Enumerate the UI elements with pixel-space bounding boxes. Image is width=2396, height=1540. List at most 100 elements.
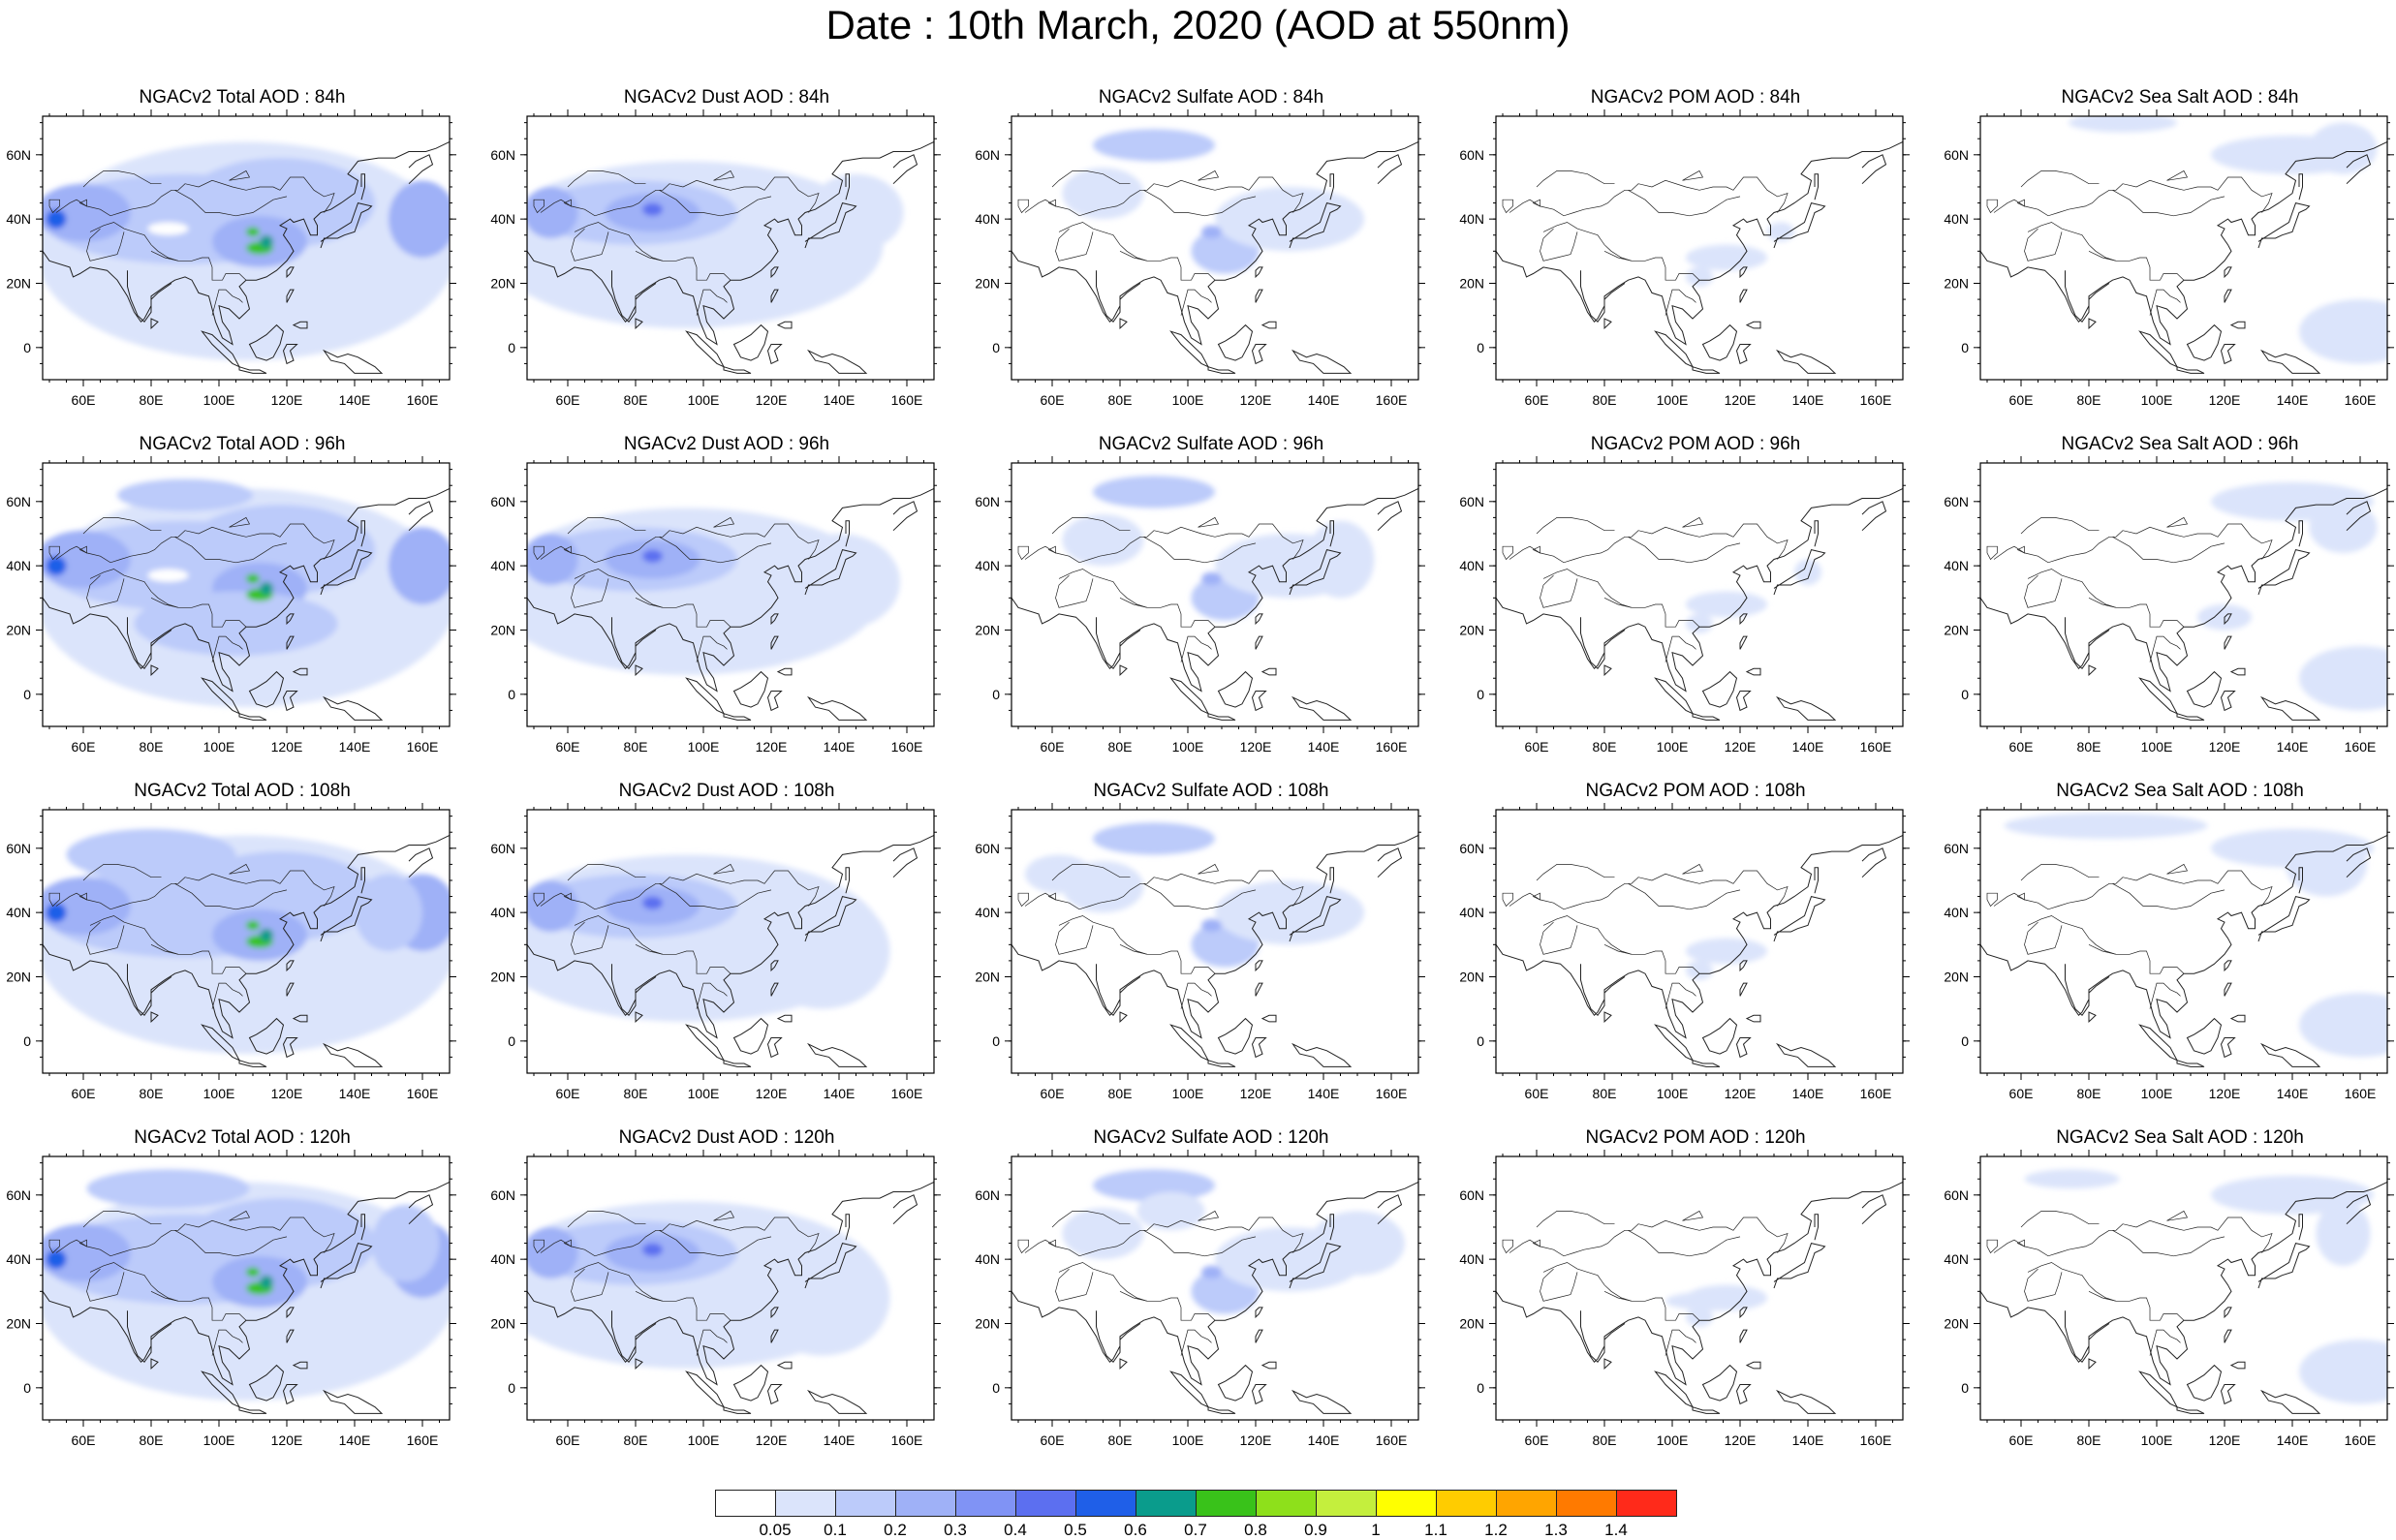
lon-tick-label: 120E <box>1240 1432 1272 1448</box>
lat-tick-label: 60N <box>6 841 31 856</box>
lat-tick-label: 40N <box>1944 1251 1969 1267</box>
lat-tick-label: 20N <box>975 275 1000 291</box>
lat-tick-label: 0 <box>992 687 1000 702</box>
colorbar-swatch <box>1436 1490 1497 1517</box>
lat-tick-label: 0 <box>508 340 515 355</box>
aod-region <box>1093 476 1215 508</box>
lon-tick-label: 140E <box>1308 1086 1340 1101</box>
lat-tick-label: 20N <box>975 1315 1000 1331</box>
lat-tick-label: 0 <box>508 1380 515 1396</box>
lon-tick-label: 120E <box>271 1086 303 1101</box>
aod-region <box>246 920 260 930</box>
aod-region <box>1686 939 1767 965</box>
lon-tick-label: 100E <box>1172 1432 1204 1448</box>
aod-region <box>1310 1211 1405 1275</box>
colorbar-swatch <box>1376 1490 1437 1517</box>
map-frame <box>1496 810 1903 1073</box>
lon-tick-label: 100E <box>1657 1432 1689 1448</box>
colorbar-swatch <box>1196 1490 1257 1517</box>
lat-tick-label: 60N <box>1944 841 1969 856</box>
aod-region <box>148 569 189 581</box>
aod-region <box>642 1244 663 1256</box>
lon-tick-label: 80E <box>1593 739 1617 755</box>
lon-tick-label: 120E <box>2209 1086 2241 1101</box>
aod-region <box>642 550 663 563</box>
lat-tick-label: 60N <box>6 494 31 509</box>
lat-tick-label: 20N <box>1944 969 1969 984</box>
lon-tick-label: 80E <box>140 392 164 408</box>
colorbar-label: 1.2 <box>1484 1521 1508 1540</box>
lat-tick-label: 0 <box>508 1033 515 1049</box>
lat-tick-label: 0 <box>23 340 31 355</box>
aod-region <box>755 1240 890 1355</box>
lat-tick-label: 60N <box>1459 841 1484 856</box>
lon-tick-label: 140E <box>1308 392 1340 408</box>
lon-tick-label: 140E <box>824 1432 856 1448</box>
lon-tick-label: 60E <box>72 739 96 755</box>
aod-shading <box>490 854 890 1021</box>
lon-tick-label: 120E <box>1240 739 1272 755</box>
lon-tick-label: 80E <box>624 1086 648 1101</box>
colorbar-label: 1 <box>1371 1521 1380 1540</box>
lon-tick-label: 140E <box>1308 739 1340 755</box>
aod-shading <box>490 161 904 327</box>
aod-shading <box>1686 560 1821 633</box>
lon-tick-label: 140E <box>824 739 856 755</box>
lon-tick-label: 120E <box>2209 1432 2241 1448</box>
lat-tick-label: 60N <box>975 494 1000 509</box>
aod-region <box>1686 245 1767 271</box>
lon-tick-label: 160E <box>1376 1432 1408 1448</box>
lat-tick-label: 60N <box>6 147 31 163</box>
colorbar-label: 0.05 <box>759 1521 791 1540</box>
lat-tick-label: 60N <box>490 147 515 163</box>
lon-tick-label: 100E <box>2141 1086 2173 1101</box>
lat-tick-label: 40N <box>1944 905 1969 920</box>
lon-tick-label: 80E <box>140 1432 164 1448</box>
aod-region <box>1063 514 1144 566</box>
lon-tick-label: 60E <box>72 392 96 408</box>
lat-tick-label: 60N <box>490 1187 515 1203</box>
lon-tick-label: 80E <box>1108 1432 1133 1448</box>
aod-region <box>524 880 578 932</box>
lat-tick-label: 20N <box>1944 1315 1969 1331</box>
lat-tick-label: 0 <box>1477 687 1484 702</box>
lat-tick-label: 0 <box>1961 687 1969 702</box>
lat-tick-label: 40N <box>1944 558 1969 573</box>
colorbar-label: 0.5 <box>1064 1521 1087 1540</box>
lat-tick-label: 20N <box>1459 275 1484 291</box>
lat-tick-label: 40N <box>1459 905 1484 920</box>
lon-tick-label: 140E <box>2277 392 2309 408</box>
lat-tick-label: 20N <box>1459 622 1484 637</box>
aod-region <box>1201 1266 1222 1278</box>
lon-tick-label: 100E <box>2141 1432 2173 1448</box>
aod-region <box>1093 129 1215 161</box>
lat-tick-label: 60N <box>975 1187 1000 1203</box>
lat-tick-label: 40N <box>490 211 515 227</box>
lon-tick-label: 160E <box>1376 1086 1408 1101</box>
lon-tick-label: 160E <box>1376 392 1408 408</box>
aod-region <box>389 527 456 604</box>
lon-tick-label: 100E <box>1172 392 1204 408</box>
lat-tick-label: 0 <box>992 1380 1000 1396</box>
lon-tick-label: 60E <box>1525 739 1549 755</box>
colorbar-swatch <box>1616 1490 1677 1517</box>
lat-tick-label: 60N <box>1459 147 1484 163</box>
lon-tick-label: 60E <box>1041 392 1065 408</box>
lon-tick-label: 60E <box>1041 1432 1065 1448</box>
aod-shading <box>36 829 456 1054</box>
lon-tick-label: 60E <box>2009 392 2034 408</box>
lon-tick-label: 120E <box>1725 1432 1757 1448</box>
aod-shading <box>36 1169 456 1401</box>
lat-tick-label: 40N <box>1459 558 1484 573</box>
lat-tick-label: 20N <box>975 622 1000 637</box>
aod-region <box>524 534 578 585</box>
